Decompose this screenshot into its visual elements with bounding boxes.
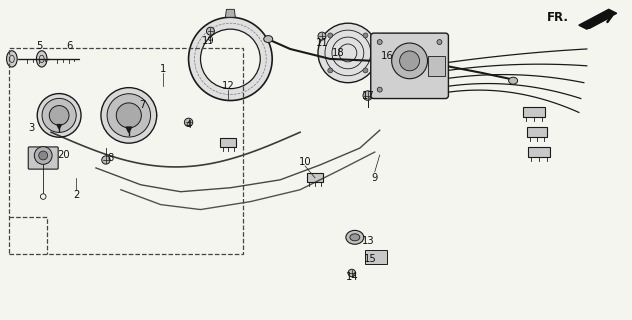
Text: 3: 3 [28, 123, 34, 133]
Text: 14: 14 [346, 272, 358, 282]
Circle shape [363, 68, 368, 73]
Circle shape [348, 269, 356, 277]
Circle shape [37, 93, 81, 137]
Bar [523, 108, 545, 117]
Text: 9: 9 [372, 173, 378, 183]
Circle shape [107, 94, 150, 137]
Bar [527, 127, 547, 137]
Circle shape [42, 98, 76, 132]
Text: 4: 4 [185, 120, 191, 130]
Polygon shape [126, 127, 131, 132]
Circle shape [101, 88, 157, 143]
Circle shape [377, 40, 382, 44]
Bar [221, 138, 236, 147]
Text: 5: 5 [36, 41, 42, 51]
Polygon shape [57, 124, 61, 129]
Ellipse shape [509, 77, 518, 84]
Bar [427, 56, 446, 76]
Circle shape [185, 118, 193, 126]
Text: 13: 13 [362, 236, 374, 246]
Text: 7: 7 [140, 100, 146, 110]
Circle shape [328, 33, 333, 38]
Circle shape [377, 87, 382, 92]
Circle shape [382, 47, 393, 58]
Ellipse shape [264, 36, 272, 43]
Polygon shape [579, 9, 617, 29]
Circle shape [116, 103, 142, 128]
Ellipse shape [37, 51, 47, 67]
Text: 10: 10 [299, 157, 312, 167]
Circle shape [399, 51, 420, 71]
Circle shape [318, 23, 378, 83]
Text: 2: 2 [73, 190, 79, 200]
Circle shape [328, 68, 333, 73]
Circle shape [207, 27, 214, 35]
Text: 15: 15 [363, 254, 376, 264]
Circle shape [188, 17, 272, 100]
Circle shape [200, 29, 260, 89]
Text: 8: 8 [108, 153, 114, 163]
Circle shape [39, 151, 47, 160]
Circle shape [49, 106, 69, 125]
Text: 20: 20 [57, 150, 70, 160]
Text: 16: 16 [381, 51, 394, 61]
Text: 17: 17 [362, 91, 374, 100]
Polygon shape [226, 9, 235, 17]
FancyBboxPatch shape [28, 147, 58, 169]
Ellipse shape [346, 230, 364, 244]
Circle shape [392, 43, 427, 79]
Ellipse shape [6, 51, 17, 67]
Text: 12: 12 [222, 81, 234, 91]
Text: 18: 18 [332, 48, 344, 58]
Ellipse shape [350, 234, 360, 241]
Text: FR.: FR. [547, 11, 569, 24]
Circle shape [102, 156, 110, 164]
Circle shape [363, 33, 368, 38]
Text: 1: 1 [159, 64, 166, 74]
Bar [528, 147, 550, 157]
FancyBboxPatch shape [371, 33, 449, 99]
Text: 6: 6 [66, 41, 72, 51]
Circle shape [34, 147, 52, 164]
Text: 11: 11 [315, 38, 329, 48]
Bar [307, 173, 323, 182]
Circle shape [363, 91, 372, 100]
Circle shape [318, 32, 326, 40]
Text: 19: 19 [202, 36, 215, 46]
Bar [365, 250, 387, 264]
Circle shape [437, 40, 442, 44]
Bar [9, 48, 243, 254]
